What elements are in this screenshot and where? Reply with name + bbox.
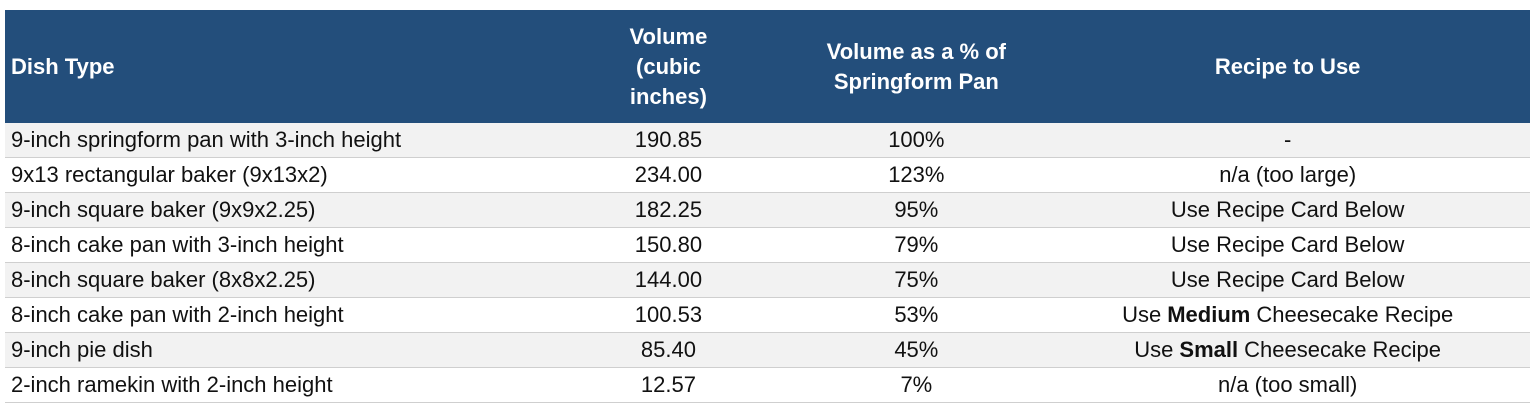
text: Cheesecake Recipe — [1244, 337, 1442, 362]
table-row: 8-inch square baker (8x8x2.25) 144.00 75% U… — [5, 262, 1530, 298]
table-cell: 53% — [787, 297, 1046, 333]
header-row: Dish Type Volume (cubic inches) Volume as … — [5, 10, 1530, 123]
table-cell: 9-inch square baker (9x9x2.25) — [5, 192, 550, 228]
table-cell: - — [1045, 123, 1530, 158]
table-cell: 79% — [787, 227, 1046, 263]
header-cell: Dish Type — [5, 10, 550, 123]
bold-text: Medium — [1167, 302, 1251, 327]
table-cell: Use Recipe Card Below — [1045, 227, 1530, 263]
table-cell: 9-inch pie dish — [5, 332, 550, 368]
table-cell: 9x13 rectangular baker (9x13x2) — [5, 157, 550, 193]
table-cell: 95% — [787, 192, 1046, 228]
table-cell: 8-inch square baker (8x8x2.25) — [5, 262, 550, 298]
table-cell: 234.00 — [549, 157, 788, 193]
table-cell: 7% — [787, 367, 1046, 403]
header-cell: Recipe to Use — [1045, 10, 1530, 123]
table-row: 8-inch cake pan with 3-inch height 150.80… — [5, 227, 1530, 263]
table-cell: 8-inch cake pan with 3-inch height — [5, 227, 550, 263]
table-header: Dish Type Volume (cubic inches) Volume as … — [5, 10, 1530, 123]
table-row: 9-inch pie dish 85.40 45% Use Small Cheesecak… — [5, 332, 1530, 368]
table-row: 9-inch springform pan with 3-inch height… — [5, 123, 1530, 158]
dish-table: Dish Type Volume (cubic inches) Volume as … — [5, 10, 1530, 403]
header-cell: Volume (cubic inches) — [549, 10, 788, 123]
table-cell: 8-inch cake pan with 2-inch height — [5, 297, 550, 333]
text: Use — [1122, 302, 1162, 327]
table-cell: 100.53 — [549, 297, 788, 333]
table-cell: 190.85 — [549, 123, 788, 158]
table-cell: Use Medium Cheesecake Recipe — [1045, 297, 1530, 333]
table-cell: 144.00 — [549, 262, 788, 298]
table-body: 9-inch springform pan with 3-inch height… — [5, 123, 1530, 403]
table-cell: 123% — [787, 157, 1046, 193]
table-row: 8-inch cake pan with 2-inch height 100.53… — [5, 297, 1530, 333]
table-row: 9x13 rectangular baker (9x13x2) 234.00 123… — [5, 157, 1530, 193]
table-cell: 12.57 — [549, 367, 788, 403]
bold-text: Small — [1179, 337, 1239, 362]
table-cell: n/a (too small) — [1045, 367, 1530, 403]
table-cell: 45% — [787, 332, 1046, 368]
text: Use — [1134, 337, 1174, 362]
header-cell: Volume as a % of Springform Pan — [787, 10, 1046, 123]
table-row: 2-inch ramekin with 2-inch height 12.57 7%… — [5, 367, 1530, 403]
text: Cheesecake Recipe — [1256, 302, 1454, 327]
table-cell: 2-inch ramekin with 2-inch height — [5, 367, 550, 403]
table-cell: Use Recipe Card Below — [1045, 192, 1530, 228]
table-cell: n/a (too large) — [1045, 157, 1530, 193]
table-cell: 150.80 — [549, 227, 788, 263]
table-cell: 85.40 — [549, 332, 788, 368]
table-cell: 75% — [787, 262, 1046, 298]
table-cell: 182.25 — [549, 192, 788, 228]
table-cell: 9-inch springform pan with 3-inch height — [5, 123, 550, 158]
table-cell: 100% — [787, 123, 1046, 158]
table-cell: Use Recipe Card Below — [1045, 262, 1530, 298]
table-cell: Use Small Cheesecake Recipe — [1045, 332, 1530, 368]
table-row: 9-inch square baker (9x9x2.25) 182.25 95% U… — [5, 192, 1530, 228]
